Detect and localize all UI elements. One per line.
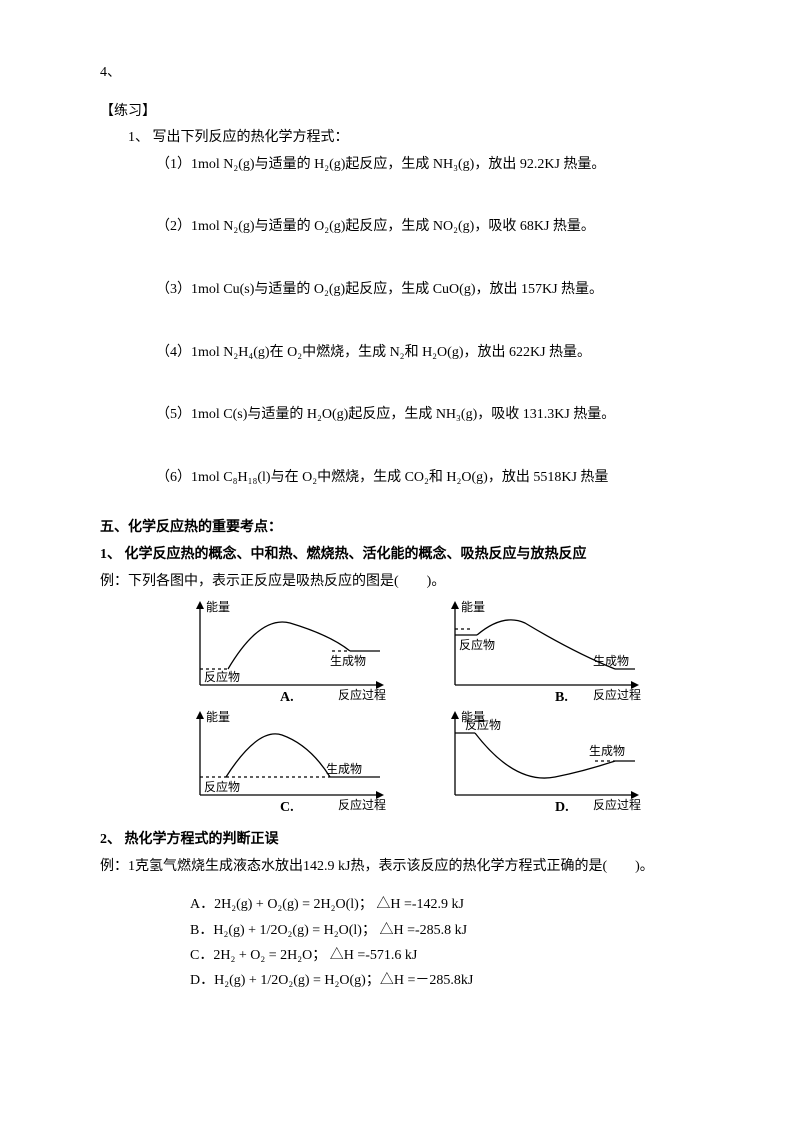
diagD-xlabel: 反应过程 <box>593 797 641 812</box>
diagC-product: 生成物 <box>326 762 362 776</box>
diagA-reactant: 反应物 <box>204 669 240 684</box>
diagB-product: 生成物 <box>593 654 629 668</box>
q1-item-6: （6）1mol C₈H₁₈(l)与在 O₂中燃烧，生成 CO₂和 H₂O(g)，… <box>100 465 710 492</box>
q2-option-C: C．2H₂ + O₂ = 2H₂O； △H =-571.6 kJ <box>100 943 710 968</box>
diagram-C: 能量 反应物 生成物 反应过程 C. <box>170 705 425 815</box>
diagA-xlabel: 反应过程 <box>338 687 386 702</box>
q2-title: 2、 热化学方程式的判断正误 <box>100 827 710 854</box>
section5-title: 五、化学反应热的重要考点： <box>100 515 710 542</box>
q1-item-1: （1）1mol N₂(g)与适量的 H₂(g)起反应，生成 NH₃(g)，放出 … <box>100 152 710 179</box>
diagram-A: 能量 反应物 生成物 反应过程 A. <box>170 595 425 705</box>
diagram-row-2: 能量 反应物 生成物 反应过程 C. 能量 反应物 生成物 反应过程 <box>100 705 710 815</box>
q1-item-5: （5）1mol C(s)与适量的 H₂O(g)起反应，生成 NH₃(g)，吸收 … <box>100 402 710 429</box>
section5-example1: 例：下列各图中，表示正反应是吸热反应的图是( )。 <box>100 569 710 596</box>
practice-header: 【练习】 <box>100 99 710 126</box>
q2-option-A: A．2H₂(g) + O₂(g) = 2H₂O(l)； △H =-142.9 k… <box>100 892 710 917</box>
q1-item-2: （2）1mol N₂(g)与适量的 O₂(g)起反应，生成 NO₂(g)，吸收 … <box>100 214 710 241</box>
diagC-ylabel: 能量 <box>206 710 230 724</box>
q1-item-3: （3）1mol Cu(s)与适量的 O₂(g)起反应，生成 CuO(g)，放出 … <box>100 277 710 304</box>
diagram-row-1: 能量 反应物 生成物 反应过程 A. 能量 反应物 生成物 反应过程 <box>100 595 710 705</box>
diagram-B: 能量 反应物 生成物 反应过程 B. <box>425 595 680 705</box>
q1-item-4: （4）1mol N₂H₄(g)在 O₂中燃烧，生成 N₂和 H₂O(g)，放出 … <box>100 340 710 367</box>
section5-sub1: 1、 化学反应热的概念、中和热、燃烧热、活化能的概念、吸热反应与放热反应 <box>100 542 710 569</box>
q2-example: 例：1克氢气燃烧生成液态水放出142.9 kJ热，表示该反应的热化学方程式正确的… <box>100 854 710 881</box>
diagram-D: 能量 反应物 生成物 反应过程 D. <box>425 705 680 815</box>
diagA-product: 生成物 <box>330 654 366 668</box>
diagB-reactant: 反应物 <box>459 637 495 652</box>
diagB-ylabel: 能量 <box>461 600 485 614</box>
diagD-product: 生成物 <box>589 744 625 758</box>
q1-title: 1、 写出下列反应的热化学方程式： <box>100 125 710 152</box>
diagA-ylabel: 能量 <box>206 600 230 614</box>
section-number-4: 4、 <box>100 60 710 87</box>
diagC-reactant: 反应物 <box>204 779 240 794</box>
diagD-label: D. <box>555 800 569 815</box>
diagC-xlabel: 反应过程 <box>338 797 386 812</box>
q2-option-D: D．H₂(g) + 1/2O₂(g) = H₂O(g)；△H =－285.8kJ <box>100 968 710 993</box>
diagA-label: A. <box>280 690 294 705</box>
diagB-label: B. <box>555 690 568 705</box>
q2-option-B: B．H₂(g) + 1/2O₂(g) = H₂O(l)； △H =-285.8 … <box>100 918 710 943</box>
diagB-xlabel: 反应过程 <box>593 687 641 702</box>
diagD-reactant: 反应物 <box>465 717 501 732</box>
diagC-label: C. <box>280 800 294 815</box>
